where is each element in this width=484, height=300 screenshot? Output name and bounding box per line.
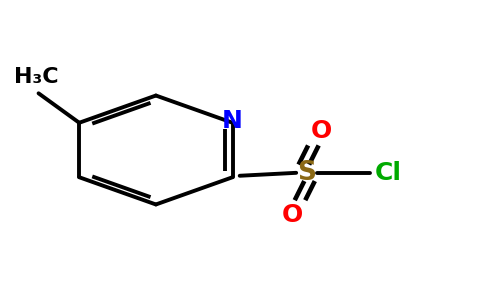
Text: O: O	[282, 203, 303, 227]
Text: Cl: Cl	[375, 161, 402, 185]
Text: O: O	[310, 119, 332, 143]
Text: N: N	[222, 109, 243, 133]
Text: H₃C: H₃C	[14, 67, 59, 87]
Text: S: S	[297, 160, 316, 186]
